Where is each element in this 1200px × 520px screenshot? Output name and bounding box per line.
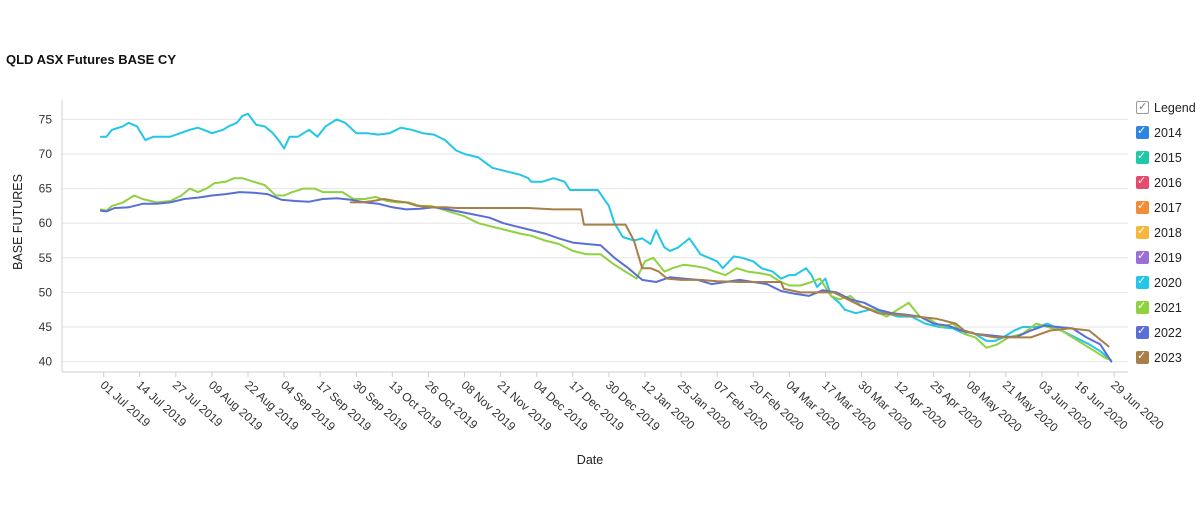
legend-item-2022[interactable]: 2022: [1136, 320, 1196, 345]
chart-title: QLD ASX Futures BASE CY: [6, 52, 176, 67]
legend-item-2020[interactable]: 2020: [1136, 270, 1196, 295]
legend-item-2015[interactable]: 2015: [1136, 145, 1196, 170]
checkbox-icon: [1136, 199, 1149, 214]
series-line-2023: [349, 198, 1110, 348]
legend-label: 2023: [1154, 350, 1182, 365]
series-line-2022: [99, 191, 1113, 363]
y-tick-label: 55: [39, 251, 53, 265]
legend-item-2018[interactable]: 2018: [1136, 220, 1196, 245]
y-tick-label: 70: [39, 147, 53, 161]
legend-label: 2018: [1154, 225, 1182, 240]
legend-label: 2014: [1154, 125, 1182, 140]
y-tick-label: 65: [39, 182, 53, 196]
legend-label: 2015: [1154, 150, 1182, 165]
checkbox-icon: [1136, 299, 1149, 314]
checkbox-icon: [1136, 174, 1149, 189]
legend-item-2017[interactable]: 2017: [1136, 195, 1196, 220]
checkbox-icon: [1136, 249, 1149, 264]
legend-item-2016[interactable]: 2016: [1136, 170, 1196, 195]
legend-label: 2021: [1154, 300, 1182, 315]
legend-label: 2016: [1154, 175, 1182, 190]
checkbox-icon: [1136, 124, 1149, 139]
checkbox-icon: [1136, 349, 1149, 364]
legend-toggle-all[interactable]: Legend: [1136, 95, 1196, 120]
y-tick-label: 45: [39, 320, 53, 334]
checkbox-icon: [1136, 224, 1149, 239]
series-line-2020: [99, 112, 1110, 360]
checkbox-icon: [1136, 324, 1149, 339]
checkbox-icon: [1136, 274, 1149, 289]
y-axis-label: BASE FUTURES: [11, 174, 25, 270]
y-tick-label: 60: [39, 216, 53, 230]
y-tick-label: 75: [39, 112, 53, 126]
checkbox-icon: [1136, 149, 1149, 164]
legend: Legend 2014 2015 2016 2017 2018 2019 2020 2021 2…: [1136, 95, 1196, 370]
legend-label: 2017: [1154, 200, 1182, 215]
series-lines: [99, 112, 1113, 363]
y-tick-label: 50: [39, 285, 53, 299]
legend-item-2019[interactable]: 2019: [1136, 245, 1196, 270]
y-tick-label: 40: [39, 355, 53, 369]
grid-lines: [62, 118, 1128, 363]
legend-item-2023[interactable]: 2023: [1136, 345, 1196, 370]
legend-item-2021[interactable]: 2021: [1136, 295, 1196, 320]
legend-header-label: Legend: [1154, 100, 1196, 115]
series-line-2021: [99, 177, 1113, 362]
legend-label: 2020: [1154, 275, 1182, 290]
legend-label: 2019: [1154, 250, 1182, 265]
checkbox-icon: [1136, 100, 1149, 114]
legend-label: 2022: [1154, 325, 1182, 340]
x-axis-label: Date: [577, 453, 603, 467]
legend-item-2014[interactable]: 2014: [1136, 120, 1196, 145]
